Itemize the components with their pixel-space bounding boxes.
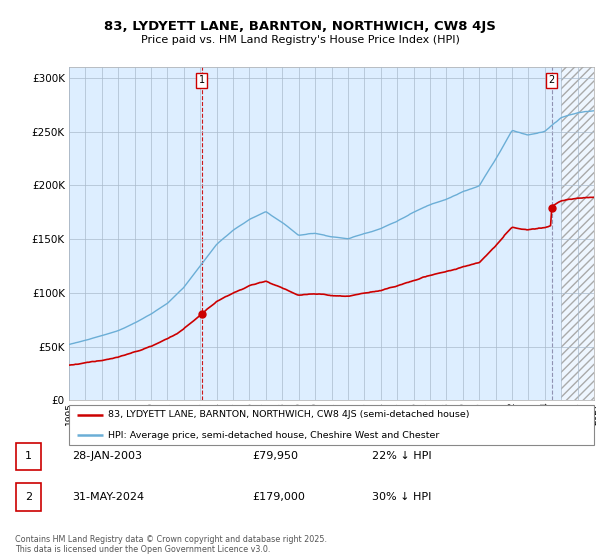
Text: 83, LYDYETT LANE, BARNTON, NORTHWICH, CW8 4JS: 83, LYDYETT LANE, BARNTON, NORTHWICH, CW… <box>104 20 496 32</box>
Text: 31-MAY-2024: 31-MAY-2024 <box>72 492 144 502</box>
Text: 22% ↓ HPI: 22% ↓ HPI <box>372 451 431 461</box>
Text: 2: 2 <box>25 492 32 502</box>
Text: 2: 2 <box>548 75 555 85</box>
Text: £179,000: £179,000 <box>252 492 305 502</box>
Text: 1: 1 <box>25 451 32 461</box>
Text: Price paid vs. HM Land Registry's House Price Index (HPI): Price paid vs. HM Land Registry's House … <box>140 35 460 45</box>
FancyBboxPatch shape <box>16 483 41 511</box>
Text: 28-JAN-2003: 28-JAN-2003 <box>72 451 142 461</box>
Text: Contains HM Land Registry data © Crown copyright and database right 2025.
This d: Contains HM Land Registry data © Crown c… <box>15 535 327 554</box>
Text: 83, LYDYETT LANE, BARNTON, NORTHWICH, CW8 4JS (semi-detached house): 83, LYDYETT LANE, BARNTON, NORTHWICH, CW… <box>109 410 470 419</box>
Text: 30% ↓ HPI: 30% ↓ HPI <box>372 492 431 502</box>
FancyBboxPatch shape <box>69 405 594 445</box>
Text: 1: 1 <box>199 75 205 85</box>
Text: £79,950: £79,950 <box>252 451 298 461</box>
FancyBboxPatch shape <box>16 442 41 470</box>
Text: HPI: Average price, semi-detached house, Cheshire West and Chester: HPI: Average price, semi-detached house,… <box>109 431 440 440</box>
